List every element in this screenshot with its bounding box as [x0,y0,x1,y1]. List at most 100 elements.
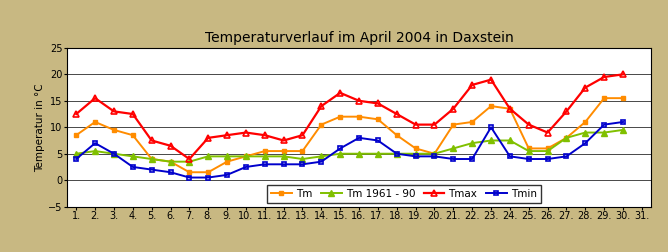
Tm [204,171,212,174]
Tm 1961 - 90 [204,155,212,158]
Tm 1961 - 90 [430,152,438,155]
Tmax [355,99,363,102]
Tm 1961 - 90 [223,155,231,158]
Legend: Tm, Tm 1961 - 90, Tmax, Tmin: Tm, Tm 1961 - 90, Tmax, Tmin [267,185,541,203]
Tmin [506,155,514,158]
Tmin [280,163,288,166]
Tm 1961 - 90 [581,131,589,134]
Tmax [299,134,307,137]
Tm [148,158,156,161]
Tmin [72,158,80,161]
Tmin [487,126,495,129]
Tm 1961 - 90 [411,152,420,155]
Tm 1961 - 90 [129,155,137,158]
Tmin [91,142,99,145]
Tm [336,115,344,118]
Tm [185,171,193,174]
Tmax [148,139,156,142]
Tm [317,123,325,126]
Tm [223,160,231,163]
Tm 1961 - 90 [487,139,495,142]
Line: Tm: Tm [73,96,625,175]
Tmin [166,171,174,174]
Tmin [129,166,137,169]
Tmax [280,139,288,142]
Tmax [619,73,627,76]
Tm 1961 - 90 [299,158,307,161]
Tmax [506,107,514,110]
Tmax [91,97,99,100]
Tm [468,120,476,123]
Tmin [223,173,231,176]
Tm [261,150,269,153]
Tmax [129,113,137,116]
Tmin [261,163,269,166]
Tmax [223,134,231,137]
Tmax [374,102,382,105]
Tm [525,147,533,150]
Tmin [204,176,212,179]
Tm [91,120,99,123]
Tm 1961 - 90 [166,160,174,163]
Tm 1961 - 90 [91,150,99,153]
Tmax [110,110,118,113]
Tmin [411,155,420,158]
Tm [506,107,514,110]
Tm 1961 - 90 [280,155,288,158]
Tmax [544,131,552,134]
Tmin [299,163,307,166]
Tm [581,120,589,123]
Tm 1961 - 90 [506,139,514,142]
Tmin [110,152,118,155]
Tm [430,152,438,155]
Tmin [185,176,193,179]
Tmin [393,152,401,155]
Tm 1961 - 90 [317,155,325,158]
Tmin [374,139,382,142]
Line: Tmax: Tmax [73,72,626,162]
Tmin [468,158,476,161]
Tmax [562,110,570,113]
Tm 1961 - 90 [525,150,533,153]
Tm 1961 - 90 [185,160,193,163]
Tm 1961 - 90 [355,152,363,155]
Tm [544,147,552,150]
Tm 1961 - 90 [148,158,156,161]
Tm 1961 - 90 [544,150,552,153]
Tmin [619,120,627,123]
Tmin [581,142,589,145]
Tm [374,118,382,121]
Tmax [336,91,344,94]
Tm [299,150,307,153]
Tm 1961 - 90 [110,152,118,155]
Tmax [487,78,495,81]
Tmax [204,136,212,139]
Tm [72,134,80,137]
Tm [129,134,137,137]
Tm [166,160,174,163]
Y-axis label: Temperatur in °C: Temperatur in °C [35,83,45,172]
Tmax [430,123,438,126]
Tm 1961 - 90 [72,152,80,155]
Tm 1961 - 90 [562,136,570,139]
Tmin [317,160,325,163]
Tm [242,155,250,158]
Tmin [450,158,458,161]
Line: Tmin: Tmin [73,119,625,180]
Tmin [336,147,344,150]
Tm 1961 - 90 [468,142,476,145]
Tmin [544,158,552,161]
Tmin [355,136,363,139]
Tm [393,134,401,137]
Title: Temperaturverlauf im April 2004 in Daxstein: Temperaturverlauf im April 2004 in Daxst… [204,31,514,45]
Tmax [468,83,476,86]
Tmin [600,123,608,126]
Tm 1961 - 90 [619,129,627,132]
Tmin [148,168,156,171]
Tm [355,115,363,118]
Tm [110,129,118,132]
Tmax [581,86,589,89]
Tmax [317,105,325,108]
Tmin [525,158,533,161]
Tmax [166,144,174,147]
